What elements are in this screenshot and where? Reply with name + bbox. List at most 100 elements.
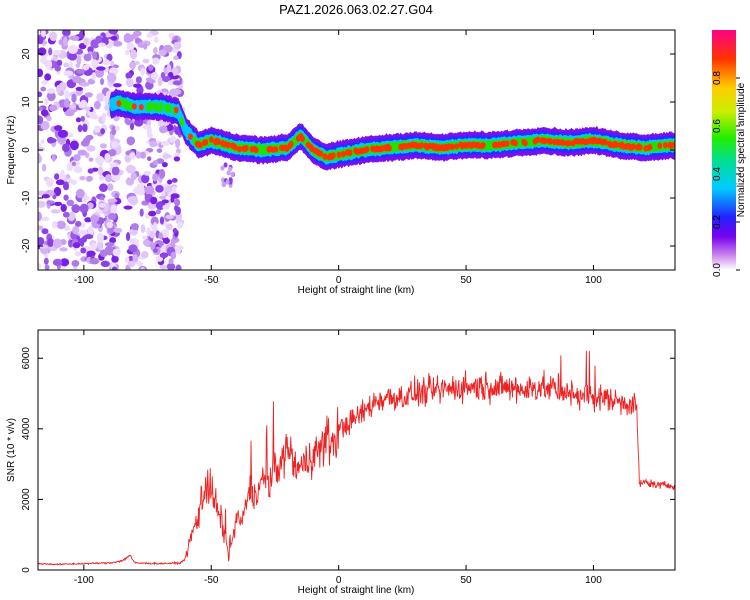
noise-blob	[46, 88, 56, 94]
noise-blob	[82, 123, 88, 133]
noise-blob	[40, 109, 49, 117]
noise-blob	[172, 227, 178, 234]
noise-blob	[159, 252, 169, 259]
noise-blob	[173, 245, 182, 254]
noise-blob	[153, 36, 159, 44]
spectral-ridge-cell	[513, 139, 518, 147]
noise-blob	[115, 125, 120, 132]
noise-blob	[111, 173, 121, 182]
snr-x-ticks: -100 -50 0 50 100	[74, 330, 602, 586]
spectral-tail-cell	[228, 179, 233, 185]
spectral-ridge-cell	[197, 141, 203, 149]
snr-marks	[38, 350, 675, 566]
spectral-ridge-cell	[237, 145, 242, 153]
noise-blob	[66, 199, 75, 207]
spectral-tail-cell	[221, 182, 226, 188]
noise-blob	[111, 141, 119, 149]
noise-blob	[132, 83, 142, 88]
noise-blob	[105, 174, 113, 183]
noise-blob	[52, 238, 63, 249]
noise-blob	[79, 175, 86, 181]
noise-blob	[41, 80, 48, 85]
colorbar-ticks: 0.0 0.2 0.4 0.6 0.8	[712, 71, 740, 277]
noise-blob	[93, 100, 101, 110]
noise-blob	[99, 143, 108, 149]
noise-blob	[147, 79, 156, 84]
noise-blob	[148, 210, 157, 217]
noise-blob	[75, 86, 84, 91]
spectral-tail-cell	[230, 171, 235, 177]
colorbar-gradient	[712, 30, 736, 270]
x-tick-label: 50	[461, 275, 473, 286]
noise-blob	[71, 161, 77, 167]
noise-blob	[110, 204, 117, 215]
noise-blob	[74, 250, 82, 257]
noise-blob	[86, 175, 93, 182]
noise-blob	[52, 258, 63, 267]
noise-blob	[38, 106, 44, 111]
spectral-ridge-cell	[152, 102, 158, 112]
spectral-ridge-cell	[637, 144, 643, 151]
noise-blob	[64, 110, 75, 117]
noise-blob	[170, 193, 180, 199]
snr-y-ticks: 0 2000 4000 6000	[21, 347, 675, 573]
noise-blob	[136, 261, 144, 267]
noise-blob	[54, 65, 62, 72]
noise-blob	[64, 98, 70, 108]
spectral-ridge-cell	[480, 142, 486, 149]
spectral-ridge-cell	[203, 139, 209, 146]
x-tick-label: 0	[336, 275, 342, 286]
spectral-ridge-cell	[318, 150, 324, 157]
noise-blob	[96, 66, 106, 71]
noise-blob	[164, 185, 172, 193]
spectral-ridge-cell	[522, 140, 528, 147]
noise-blob	[100, 260, 110, 268]
spectral-ridge-cell	[225, 141, 231, 149]
noise-blob	[155, 184, 164, 193]
colorbar-tick-label: 0.4	[712, 167, 723, 181]
spectral-ridge-cell	[419, 142, 425, 149]
noise-blob	[45, 59, 53, 70]
spectral-ridge-cell	[330, 152, 336, 159]
spectral-ridge-cell	[300, 135, 305, 143]
noise-blob	[84, 234, 94, 240]
spectral-ridge-cell	[504, 140, 510, 147]
colorbar-tick-label: 0.8	[712, 71, 723, 85]
spectral-ridge-cell	[158, 101, 164, 112]
spectral-ridge-cell	[138, 103, 144, 111]
noise-blob	[38, 91, 43, 98]
noise-blob	[96, 240, 104, 251]
noise-blob	[129, 49, 138, 60]
spectrogram-y-label: Frequency (Hz)	[6, 116, 17, 185]
spectral-ridge-cell	[548, 138, 553, 145]
noise-blob	[40, 86, 47, 92]
noise-blob	[158, 195, 167, 200]
noise-blob	[96, 232, 104, 243]
snr-series-line	[38, 350, 675, 566]
noise-blob	[161, 199, 169, 204]
noise-blob	[97, 42, 106, 47]
noise-blob	[40, 120, 50, 131]
noise-blob	[41, 163, 47, 172]
noise-blob	[59, 247, 68, 252]
noise-blob	[143, 170, 151, 176]
noise-blob	[166, 262, 176, 270]
noise-blob	[162, 204, 170, 210]
noise-blob	[111, 255, 119, 263]
noise-blob	[167, 179, 173, 185]
noise-blob	[91, 59, 99, 69]
noise-blob	[78, 229, 88, 236]
noise-blob	[158, 232, 163, 240]
noise-blob	[101, 112, 107, 122]
noise-blob	[53, 201, 63, 207]
noise-blob	[68, 52, 78, 61]
noise-blob	[86, 145, 96, 152]
noise-blob	[125, 164, 136, 174]
noise-blob	[38, 154, 42, 164]
noise-blob	[152, 222, 158, 231]
noise-blob	[83, 106, 91, 111]
y-tick-label: 4000	[21, 417, 32, 440]
snr-panel: -100 -50 0 50 100 0 2000 4000 6000 Height of st…	[6, 329, 676, 596]
spectral-tail-cell	[220, 165, 225, 171]
noise-blob	[93, 125, 101, 133]
